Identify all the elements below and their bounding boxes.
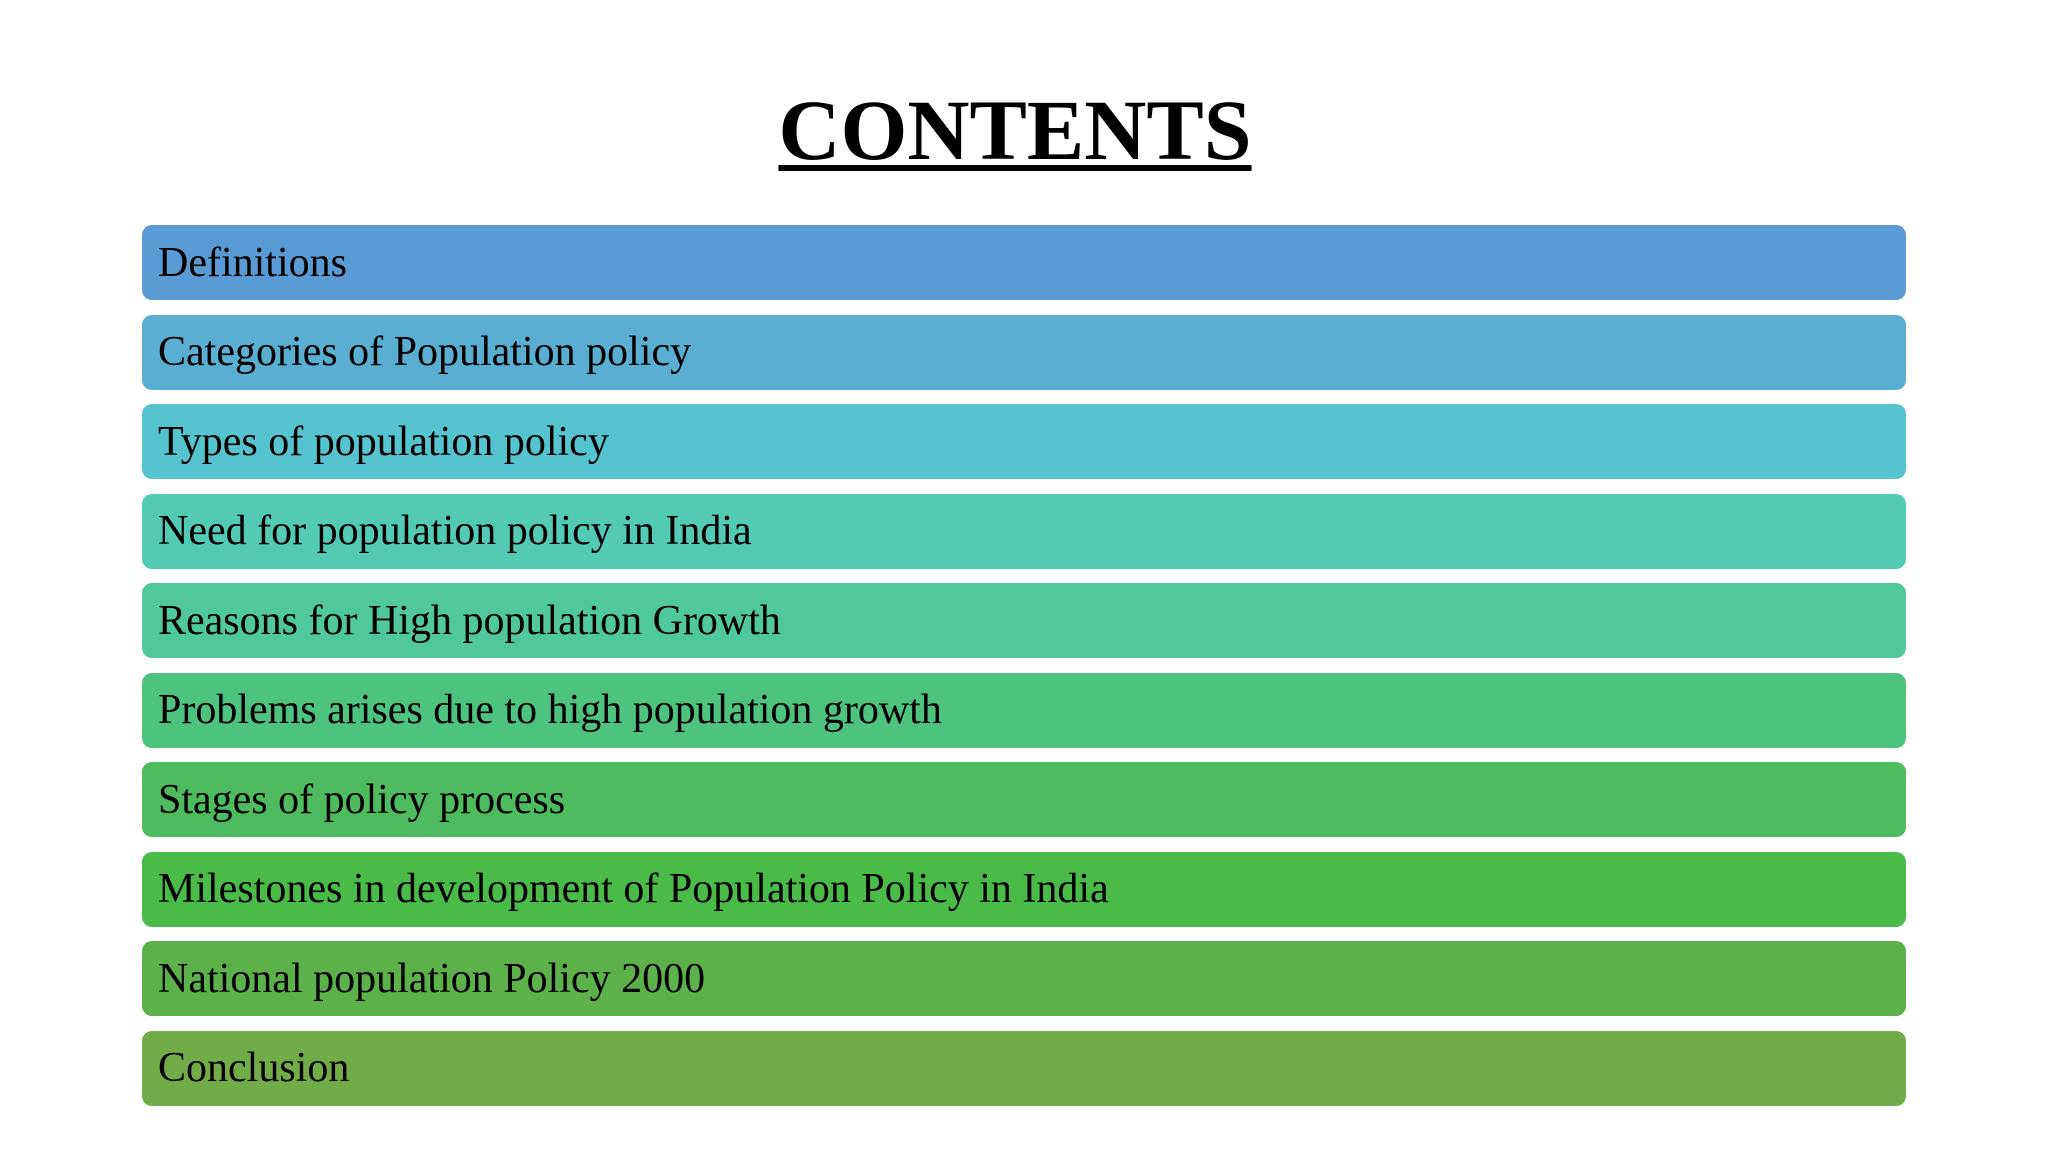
- list-item: Need for population policy in India: [142, 493, 1906, 569]
- list-item-label: Stages of policy process: [158, 776, 566, 823]
- list-item: Reasons for High population Growth: [142, 583, 1906, 658]
- list-item-label: Definitions: [158, 239, 347, 286]
- list-item: Conclusion: [142, 1030, 1906, 1106]
- list-item-label: Types of population policy: [158, 418, 609, 465]
- contents-list: Definitions Categories of Population pol…: [142, 225, 1906, 1120]
- list-item-label: Reasons for High population Growth: [158, 597, 781, 644]
- list-item: Milestones in development of Population …: [142, 851, 1906, 927]
- list-item: Problems arises due to high population g…: [142, 672, 1906, 748]
- list-item-label: Need for population policy in India: [158, 508, 752, 554]
- page-title-text: CONTENTS: [778, 82, 1252, 178]
- list-item-label: Milestones in development of Population …: [158, 866, 1109, 912]
- list-item: Definitions: [142, 225, 1906, 300]
- list-item: National population Policy 2000: [142, 941, 1906, 1016]
- list-item: Stages of policy process: [142, 762, 1906, 837]
- list-item-label: Categories of Population policy: [158, 329, 692, 375]
- list-item: Categories of Population policy: [142, 314, 1906, 390]
- list-item-label: Problems arises due to high population g…: [158, 687, 942, 733]
- list-item-label: National population Policy 2000: [158, 955, 706, 1002]
- list-item: Types of population policy: [142, 404, 1906, 479]
- list-item-label: Conclusion: [158, 1045, 350, 1091]
- page-title: CONTENTS: [0, 80, 2030, 180]
